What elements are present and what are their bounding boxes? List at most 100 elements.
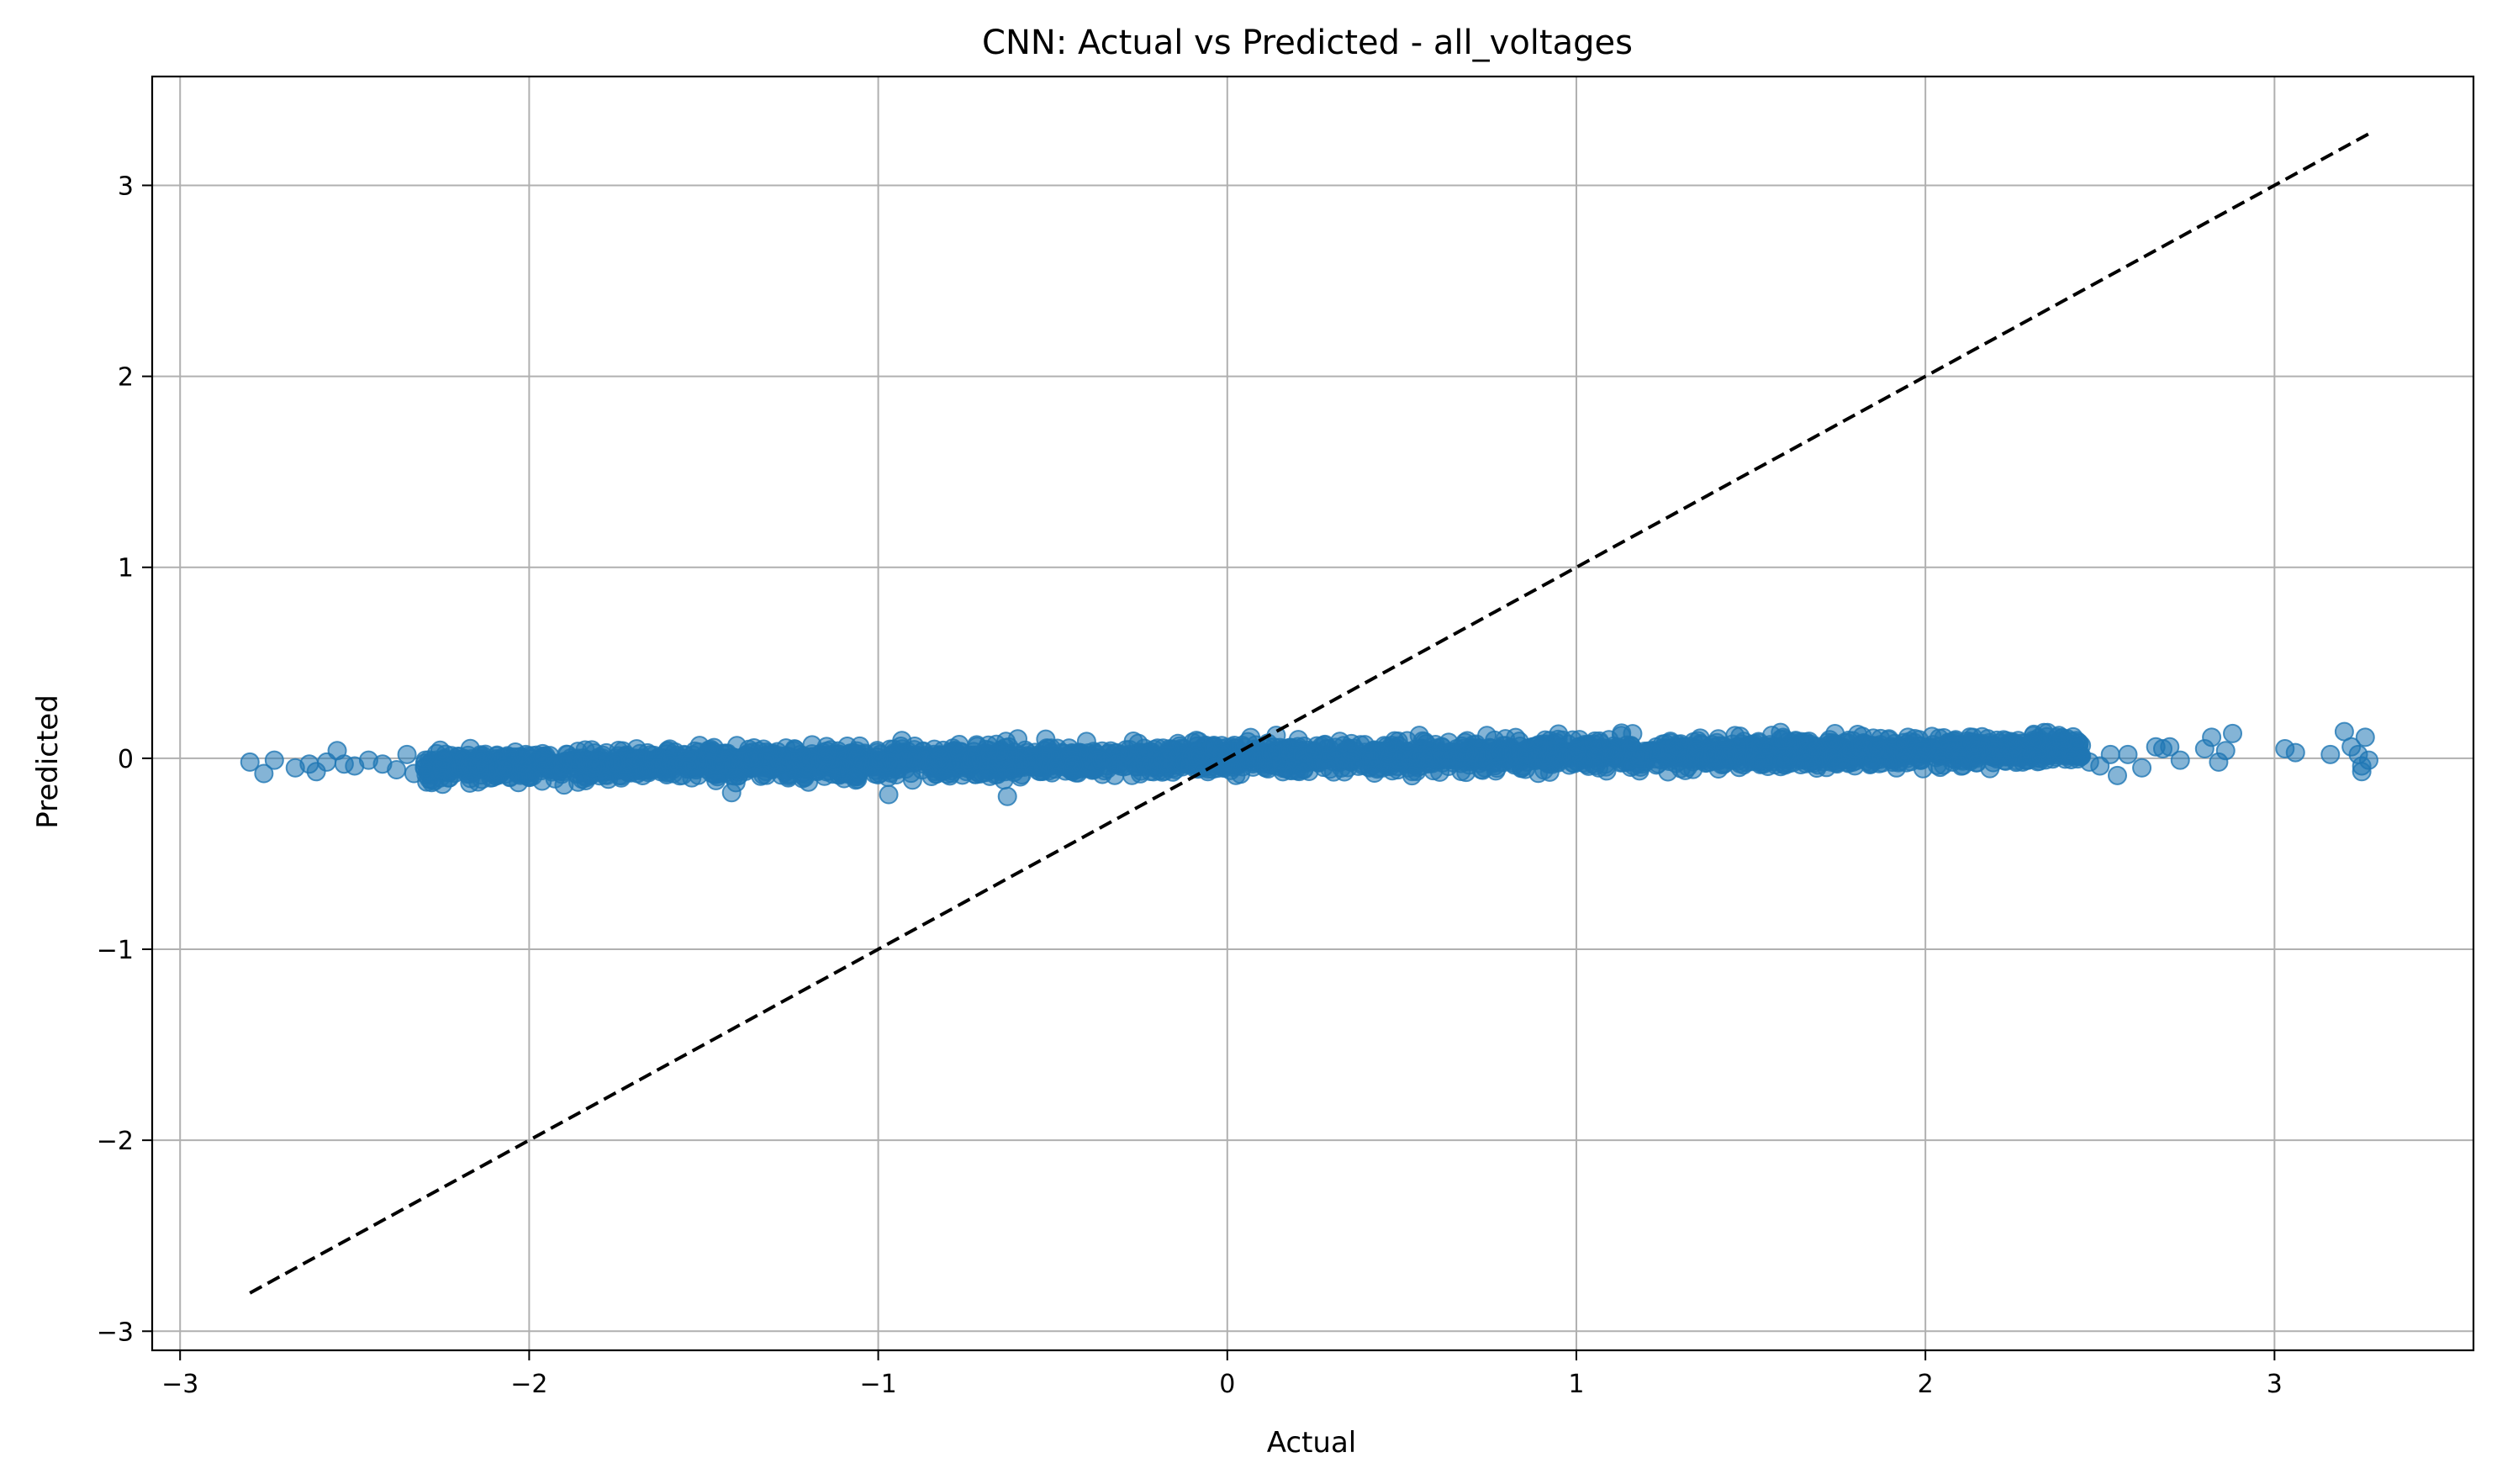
data-point [460, 773, 480, 793]
x-tick-label: 1 [1568, 1370, 1584, 1399]
data-point [1143, 756, 1163, 776]
x-tick-label: 2 [1918, 1370, 1934, 1399]
data-point [1727, 745, 1747, 765]
data-point [967, 737, 987, 757]
data-point [1966, 742, 1986, 762]
data-point [1761, 726, 1782, 746]
data-point [1796, 753, 1816, 774]
data-point [462, 748, 482, 768]
data-point [1045, 759, 1065, 779]
data-point [1376, 737, 1396, 757]
data-point [1261, 743, 1281, 763]
data-point [996, 759, 1016, 779]
data-point [1088, 753, 1108, 773]
data-point [2002, 746, 2022, 766]
data-point [1025, 754, 1045, 774]
data-point [2118, 744, 2138, 764]
y-tick-label: 2 [118, 363, 134, 393]
data-point [1454, 742, 1475, 762]
data-point [647, 758, 668, 779]
data-point [997, 786, 1017, 806]
data-point [2100, 744, 2120, 764]
data-point [1008, 729, 1028, 749]
data-point [532, 743, 552, 763]
data-point [868, 765, 888, 785]
data-point [670, 766, 690, 786]
data-point [1354, 735, 1375, 755]
x-tick-label: 3 [2267, 1370, 2283, 1399]
data-point [387, 760, 407, 780]
y-tick-label: 1 [118, 554, 134, 584]
data-point [1486, 761, 1506, 781]
data-point [1687, 742, 1707, 763]
data-point [2108, 765, 2128, 785]
data-point [1930, 737, 1951, 757]
data-point [2223, 723, 2243, 743]
data-point [1629, 748, 1650, 768]
data-point [879, 784, 899, 805]
data-point [2320, 744, 2341, 764]
data-point [742, 747, 762, 767]
data-point [511, 754, 531, 774]
data-point [878, 752, 898, 772]
data-point [1898, 727, 1918, 747]
data-point [1412, 745, 1433, 765]
data-point [397, 744, 417, 764]
data-point [2285, 742, 2305, 763]
data-point [1518, 745, 1538, 765]
data-point [1212, 736, 1232, 756]
data-point [1887, 758, 1907, 778]
data-point [1242, 747, 1262, 767]
data-point [1106, 754, 1127, 774]
data-point [2355, 727, 2375, 747]
data-point [1773, 747, 1793, 768]
data-point [1823, 747, 1843, 767]
data-point [605, 753, 626, 774]
data-point [723, 751, 743, 771]
data-point [1402, 766, 1422, 786]
data-point [1752, 742, 1772, 762]
data-point [254, 763, 274, 784]
data-point [1125, 753, 1145, 774]
y-tick-label: −2 [97, 1127, 134, 1156]
y-tick-label: −3 [97, 1318, 134, 1347]
y-axis-ticks: −3 −2 −1 0 1 2 3 [97, 172, 152, 1347]
data-point [916, 750, 936, 770]
data-point [2202, 727, 2222, 747]
data-point [1669, 742, 1689, 763]
y-tick-label: −1 [97, 936, 134, 965]
data-point [753, 765, 773, 785]
data-point [771, 765, 791, 785]
data-points [240, 721, 2378, 806]
data-point [1910, 750, 1930, 770]
data-point [1409, 726, 1429, 746]
data-point [1845, 756, 1865, 776]
data-point [404, 763, 424, 784]
data-point [494, 757, 515, 777]
data-point [1951, 750, 1972, 770]
data-point [2067, 731, 2087, 751]
data-point [1064, 755, 1084, 775]
x-tick-label: 0 [1219, 1370, 1235, 1399]
data-point [895, 750, 916, 770]
data-point [1869, 738, 1889, 758]
x-axis-ticks: −3 −2 −1 0 1 2 3 [161, 1350, 2283, 1399]
chart-title: CNN: Actual vs Predicted - all_voltages [982, 24, 1633, 62]
data-point [705, 751, 726, 771]
y-axis-label: Predicted [31, 694, 65, 829]
data-point [2132, 758, 2152, 778]
x-axis-label: Actual [1267, 1426, 1357, 1460]
data-point [1567, 743, 1587, 763]
data-point [432, 756, 452, 776]
data-point [1342, 749, 1362, 769]
data-point [1646, 755, 1666, 775]
x-tick-label: −2 [510, 1370, 547, 1399]
data-point [1320, 759, 1340, 779]
data-point [1036, 729, 1056, 749]
data-point [2022, 744, 2042, 764]
data-point [848, 747, 868, 768]
data-point [2215, 741, 2236, 761]
data-point [1185, 746, 1205, 766]
data-point [1134, 738, 1154, 758]
data-point [816, 746, 837, 766]
